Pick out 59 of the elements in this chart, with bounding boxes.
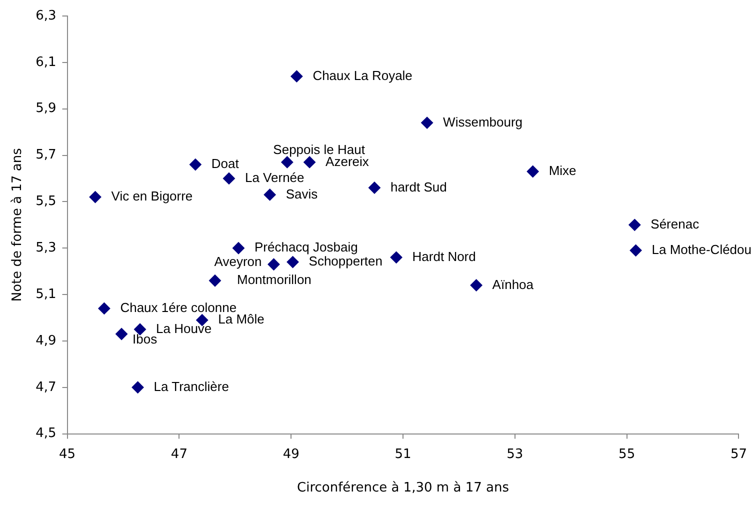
y-axis-title: Note de forme à 17 ans bbox=[10, 148, 26, 302]
annotation: Vic en Bigorre bbox=[111, 188, 193, 204]
annotation: Mixe bbox=[548, 163, 576, 178]
point bbox=[232, 242, 244, 254]
annotation: Chaux La Royale bbox=[312, 68, 412, 83]
point bbox=[390, 251, 402, 264]
annotation: Ibos bbox=[132, 332, 158, 347]
annotation: Schopperten bbox=[308, 254, 383, 269]
annotation: Savis bbox=[286, 186, 318, 202]
annotation: Doat bbox=[211, 156, 240, 172]
y-tick-label: 5,7 bbox=[36, 148, 56, 163]
annotation: Aïnhoa bbox=[492, 276, 534, 292]
point bbox=[304, 156, 316, 168]
y-tick-label: 5,9 bbox=[36, 101, 56, 116]
annotation: hardt Sud bbox=[390, 179, 447, 194]
point bbox=[421, 116, 434, 129]
y-tick-label: 6,1 bbox=[36, 54, 56, 70]
point bbox=[628, 218, 641, 231]
y-tick-label: 4,7 bbox=[36, 380, 56, 395]
annotation: Aveyron bbox=[214, 254, 262, 269]
point bbox=[290, 70, 303, 82]
annotation: Sérenac bbox=[650, 216, 700, 232]
annotation: Hardt Nord bbox=[412, 248, 476, 264]
x-tick-label: 49 bbox=[282, 446, 300, 462]
y-tick-label: 4,5 bbox=[36, 426, 56, 442]
point bbox=[268, 258, 280, 270]
annotation: La Houve bbox=[156, 320, 212, 336]
point bbox=[189, 158, 202, 171]
annotation: La Tranclière bbox=[154, 378, 229, 394]
x-tick-label: 51 bbox=[394, 446, 412, 462]
y-tick-label: 5,5 bbox=[36, 194, 56, 210]
x-tick-label: 57 bbox=[730, 446, 747, 462]
point bbox=[116, 328, 128, 340]
point bbox=[281, 156, 294, 168]
point bbox=[132, 381, 144, 394]
point bbox=[222, 172, 235, 184]
y-tick-label: 5,1 bbox=[36, 286, 56, 302]
x-tick-label: 55 bbox=[618, 446, 636, 462]
x-tick-label: 53 bbox=[506, 446, 524, 462]
x-axis-title: Circonférence à 1,30 m à 17 ans bbox=[297, 480, 510, 496]
annotation: La Vernée bbox=[244, 170, 304, 186]
point bbox=[264, 188, 276, 201]
annotation: Wissembourg bbox=[443, 114, 523, 130]
point bbox=[368, 182, 380, 194]
point bbox=[630, 244, 642, 256]
point bbox=[98, 302, 110, 314]
annotation: Préchacq Josbaig bbox=[254, 240, 358, 255]
y-tick-label: 5,3 bbox=[36, 240, 56, 256]
x-tick-label: 47 bbox=[170, 446, 188, 462]
point bbox=[89, 191, 102, 204]
point bbox=[470, 279, 482, 292]
y-tick-label: 6,3 bbox=[36, 8, 56, 24]
point bbox=[526, 166, 539, 178]
annotation: Montmorillon bbox=[236, 272, 312, 288]
point bbox=[208, 274, 221, 287]
y-tick-label: 4,9 bbox=[36, 333, 56, 348]
annotation: La Mothe-Clédou bbox=[652, 242, 752, 258]
point bbox=[286, 256, 299, 268]
x-tick-label: 45 bbox=[59, 446, 76, 462]
